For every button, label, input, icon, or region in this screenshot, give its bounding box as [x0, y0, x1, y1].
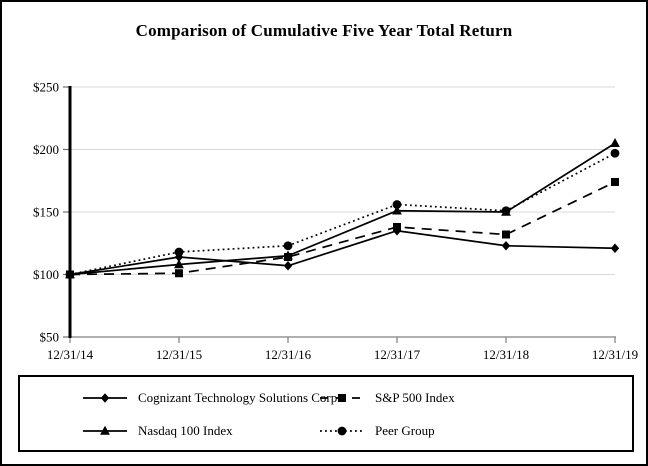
- legend-sample-square-dashed-line: [320, 394, 364, 402]
- series-nasdaq-100-index: [65, 138, 620, 279]
- legend-label: S&P 500 Index: [375, 390, 455, 405]
- x-axis-tick-label: 12/31/14: [47, 347, 94, 362]
- x-axis-tick-label: 12/31/19: [592, 347, 638, 362]
- series-peer-group: [65, 148, 620, 279]
- gridlines: [70, 86, 615, 275]
- x-axis-tick-label: 12/31/16: [265, 347, 312, 362]
- legend-item-nasdaq: Nasdaq 100 Index: [82, 422, 233, 440]
- x-axis-tick-label: 12/31/15: [156, 347, 202, 362]
- y-axis-tick-label: $100: [33, 267, 59, 282]
- y-axis-tick-label: $50: [40, 330, 60, 345]
- legend-label: Cognizant Technology Solutions Corp: [138, 390, 338, 405]
- legend-box: Cognizant Technology Solutions Corp S&P …: [18, 375, 634, 452]
- legend-sample-circle-dotted-line: [320, 426, 364, 436]
- y-axis-tick-label: $200: [33, 142, 59, 157]
- legend-label: Nasdaq 100 Index: [138, 423, 233, 438]
- axis-tick-labels: $50 $100 $150 $200 $250 12/31/14 12/31/15 12/31…: [33, 80, 638, 363]
- legend-item-sp500: S&P 500 Index: [319, 389, 455, 407]
- legend-sample-triangle-solid-line: [83, 425, 127, 435]
- x-axis-tick-label: 12/31/17: [374, 347, 421, 362]
- y-axis-tick-label: $250: [33, 80, 59, 95]
- legend-label: Peer Group: [375, 423, 435, 438]
- y-axis-tick-label: $150: [33, 205, 59, 220]
- legend-sample-diamond-solid-line: [83, 393, 127, 403]
- legend-item-peer-group: Peer Group: [319, 422, 435, 440]
- chart-title: Comparison of Cumulative Five Year Total…: [135, 21, 513, 40]
- legend-item-cognizant: Cognizant Technology Solutions Corp: [82, 389, 337, 407]
- axes: [63, 86, 616, 343]
- x-axis-tick-label: 12/31/18: [483, 347, 529, 362]
